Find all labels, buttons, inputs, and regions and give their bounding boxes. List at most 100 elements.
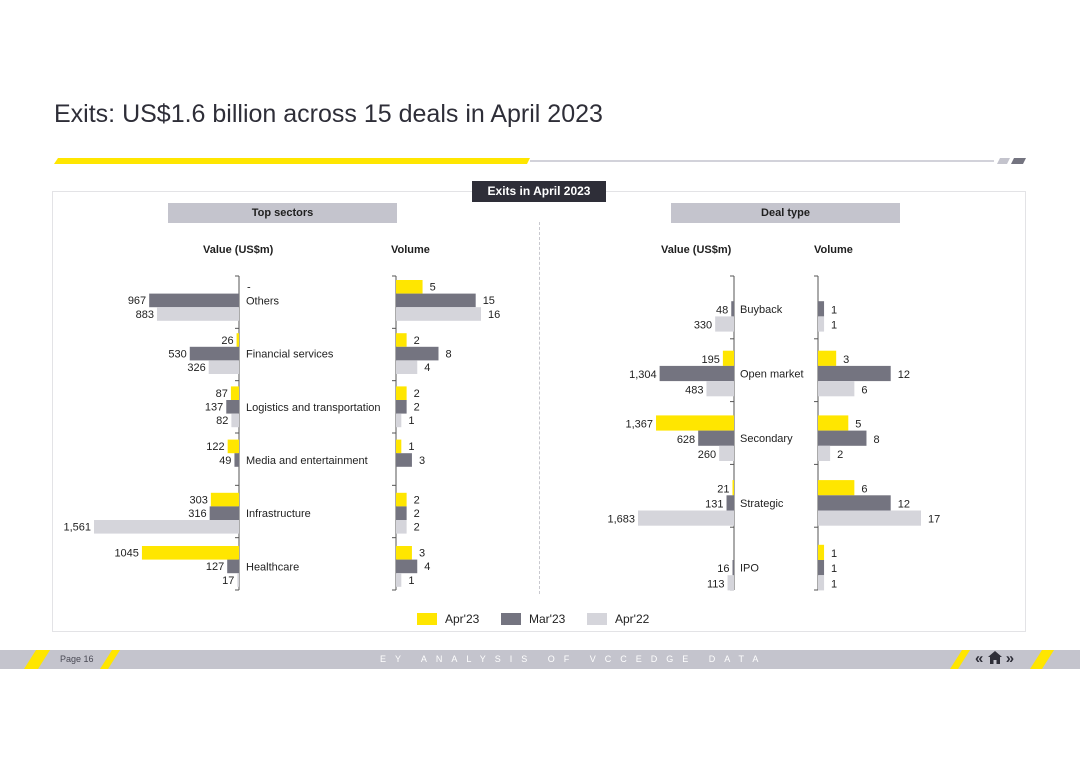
value-data-label: 303 (189, 494, 207, 506)
value-data-label: 82 (216, 415, 228, 427)
legend-swatch (417, 613, 437, 625)
volume-data-label: 12 (898, 369, 910, 381)
value-data-label: 21 (717, 483, 729, 495)
value-data-label: 1,367 (625, 419, 653, 431)
value-bar (209, 506, 239, 520)
value-data-label: 530 (168, 348, 186, 360)
volume-bar (818, 480, 855, 496)
volume-data-label: 2 (414, 402, 420, 414)
volume-data-label: 17 (928, 514, 940, 526)
value-data-label: 260 (698, 449, 716, 461)
value-data-label: 48 (716, 304, 728, 316)
panel-title: Exits in April 2023 (472, 181, 606, 202)
value-data-label: 326 (187, 362, 205, 374)
category-label: Buyback (740, 304, 783, 316)
value-bar (719, 445, 734, 461)
value-bar (727, 575, 734, 591)
legend-label: Apr'23 (445, 612, 480, 626)
value-bar (237, 573, 239, 587)
volume-data-label: 15 (483, 295, 495, 307)
volume-data-label: 2 (414, 388, 420, 400)
volume-bar (396, 506, 407, 520)
value-data-label: 131 (705, 499, 723, 511)
volume-bar (396, 333, 407, 347)
value-bar (189, 346, 239, 361)
volume-data-label: 8 (873, 434, 879, 446)
value-data-label: 17 (222, 575, 234, 587)
volume-data-label: 1 (831, 548, 837, 560)
value-data-label: 483 (685, 384, 703, 396)
value-data-label: 16 (717, 563, 729, 575)
volume-bar (396, 546, 412, 560)
value-bar (210, 492, 239, 507)
volume-bar (818, 560, 825, 576)
value-data-label: 628 (677, 434, 695, 446)
legend-swatch (587, 613, 607, 625)
value-bar (94, 520, 239, 534)
volume-data-label: 5 (430, 282, 436, 294)
volume-data-label: 1 (408, 415, 414, 427)
chevron-right-icon[interactable]: » (1005, 650, 1015, 667)
legend-item: Mar'23 (501, 612, 565, 626)
volume-bar (818, 575, 825, 591)
value-column-header: Value (US$m) (203, 244, 274, 256)
category-label: Strategic (740, 498, 784, 510)
value-data-label: 122 (206, 441, 224, 453)
volume-bar (818, 445, 831, 461)
value-data-label: - (247, 282, 251, 294)
value-bar (656, 415, 734, 431)
volume-bar (818, 430, 867, 446)
category-label: Secondary (740, 433, 793, 445)
chart-legend: Apr'23 Mar'23 Apr'22 (0, 612, 1080, 630)
home-icon[interactable] (987, 651, 1002, 664)
volume-data-label: 1 (831, 304, 837, 316)
page-number: Page 16 (60, 654, 94, 664)
panel-divider (539, 222, 540, 594)
volume-data-label: 5 (855, 419, 861, 431)
category-label: Financial services (246, 349, 334, 361)
volume-data-label: 2 (837, 449, 843, 461)
volume-bar (818, 365, 891, 382)
value-bar (726, 495, 734, 511)
deal-type-header: Deal type (671, 203, 900, 223)
volume-data-label: 2 (414, 522, 420, 534)
legend-label: Apr'22 (615, 612, 650, 626)
volume-bar (396, 346, 439, 361)
volume-bar (396, 453, 412, 467)
value-bar (230, 386, 239, 400)
value-bar (141, 546, 239, 560)
legend-item: Apr'22 (587, 612, 649, 626)
footer-stripes (24, 650, 1054, 669)
legend-item: Apr'23 (417, 612, 479, 626)
chevron-left-icon[interactable]: « (975, 650, 984, 667)
volume-data-label: 4 (424, 561, 430, 573)
value-data-label: 127 (206, 561, 224, 573)
volume-bar (818, 510, 921, 526)
category-label: Media and entertainment (246, 455, 368, 467)
value-bar (731, 301, 734, 317)
value-bar (226, 400, 239, 414)
volume-bar (818, 495, 891, 511)
volume-bar (396, 400, 407, 414)
volume-bar (818, 381, 855, 397)
volume-bar (396, 360, 418, 374)
category-label: Healthcare (246, 561, 299, 573)
value-data-label: 1,561 (63, 522, 91, 534)
value-data-label: 967 (128, 295, 146, 307)
volume-data-label: 12 (898, 499, 910, 511)
title-rule (54, 158, 1026, 164)
volume-data-label: 1 (408, 575, 414, 587)
value-data-label: 883 (136, 309, 154, 321)
category-label: Open market (740, 369, 804, 381)
volume-bar (818, 415, 849, 431)
volume-bar (396, 293, 476, 308)
value-data-label: 49 (219, 455, 231, 467)
value-data-label: 195 (702, 354, 720, 366)
volume-data-label: 6 (861, 384, 867, 396)
category-label: Infrastructure (246, 508, 311, 520)
value-data-label: 87 (216, 388, 228, 400)
legend-label: Mar'23 (529, 612, 566, 626)
volume-bar (818, 350, 837, 366)
value-data-label: 137 (205, 402, 223, 414)
